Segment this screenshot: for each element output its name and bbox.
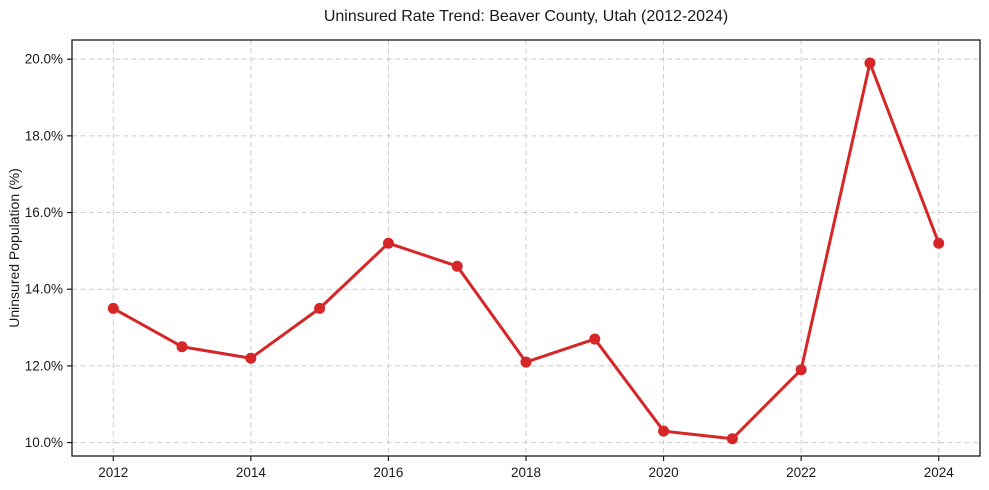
- x-tick-label: 2018: [511, 465, 541, 480]
- data-point: [933, 237, 945, 249]
- y-tick-label: 14.0%: [25, 282, 63, 297]
- data-point: [795, 364, 807, 376]
- x-tick-label: 2020: [649, 465, 679, 480]
- chart-title: Uninsured Rate Trend: Beaver County, Uta…: [323, 8, 729, 25]
- y-tick-label: 10.0%: [25, 435, 63, 450]
- y-tick-label: 16.0%: [25, 205, 63, 220]
- data-point: [726, 433, 738, 445]
- data-point: [658, 425, 670, 437]
- data-point: [245, 352, 257, 364]
- data-point: [520, 356, 532, 368]
- data-point: [864, 57, 876, 69]
- y-tick-label: 20.0%: [25, 52, 63, 67]
- data-point: [314, 302, 326, 314]
- x-tick-label: 2012: [98, 465, 128, 480]
- data-point: [176, 341, 188, 353]
- y-tick-label: 18.0%: [25, 128, 63, 143]
- y-tick-label: 12.0%: [25, 358, 63, 373]
- x-tick-label: 2016: [373, 465, 403, 480]
- data-point: [451, 260, 463, 272]
- x-tick-label: 2024: [924, 465, 955, 480]
- data-point: [589, 333, 601, 345]
- x-tick-label: 2022: [786, 465, 816, 480]
- x-tick-label: 2014: [236, 465, 267, 480]
- data-point: [382, 237, 394, 249]
- data-point: [107, 302, 119, 314]
